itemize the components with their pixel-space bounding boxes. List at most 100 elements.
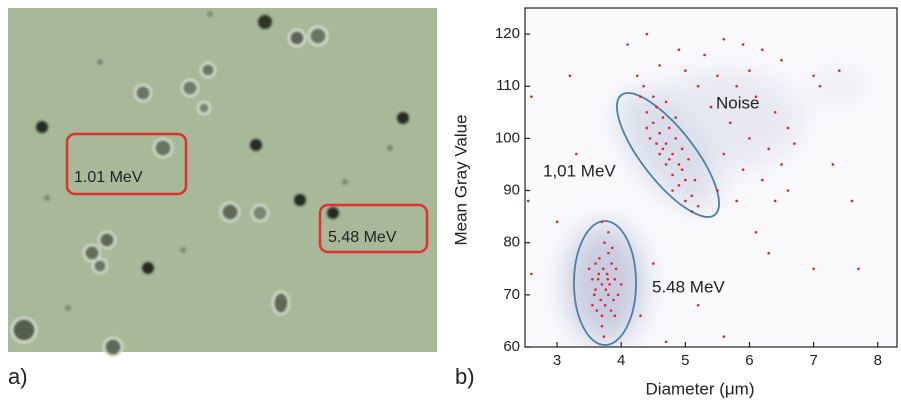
point [602,335,606,338]
point [690,210,694,213]
point [684,199,687,203]
point [668,157,671,161]
x-tick-label: 8 [874,352,882,369]
point [703,53,706,57]
point [671,152,674,156]
point [607,230,610,234]
x-tick-label: 5 [681,352,689,369]
x-axis-label: Diameter (μm) [646,379,755,398]
point [664,142,668,145]
point [741,168,745,171]
point [722,152,726,156]
point [674,137,678,140]
point [677,184,681,187]
point [693,178,697,182]
point [596,277,600,281]
point [761,48,764,52]
annotation: 1,01 MeV [543,161,616,180]
point [651,262,655,265]
point [651,95,655,98]
y-tick-label: 90 [503,182,520,199]
point [741,43,745,46]
point [677,163,681,166]
micrograph-label: 5.48 MeV [328,229,397,246]
point [661,116,665,119]
point [612,298,615,302]
point [722,335,726,338]
point [690,194,694,198]
point [600,324,604,328]
point [773,199,777,203]
point [664,100,668,104]
point [767,251,771,255]
x-tick-label: 7 [809,352,817,369]
point [780,58,783,62]
point [594,262,597,265]
y-axis-label: Mean Gray Value [451,114,470,245]
point [716,189,719,192]
point [658,64,661,67]
point [610,246,614,250]
point [748,69,751,72]
point [598,257,601,260]
panel-label: b) [455,364,475,389]
y-tick-label: 120 [495,25,520,42]
panel-label: a) [8,364,28,389]
point [696,204,700,208]
point [831,163,835,166]
point [773,111,777,114]
point [671,189,674,192]
tracks [11,11,409,357]
scatter-plot: Noise 1,01 MeV 5.48 MeV [524,7,898,348]
y-tick-label: 80 [503,234,520,251]
point [664,340,668,344]
point [735,84,738,88]
point [619,283,623,286]
point [818,84,822,88]
point [648,137,652,140]
point [728,121,732,125]
cluster-ellipse [573,220,637,346]
point [601,267,605,271]
point [754,95,758,98]
point [642,84,645,88]
point [607,293,610,297]
x-tick-label: 6 [745,352,753,369]
y-tick-label: 110 [496,77,520,94]
point [696,303,700,307]
y-tick-label: 60 [503,338,520,355]
point [591,277,594,281]
point [786,126,790,130]
point [555,220,559,224]
micrograph-background [8,8,437,352]
y-tick-label: 70 [503,286,520,303]
point [613,277,617,281]
point [655,142,658,145]
point [605,272,609,276]
point [645,111,649,114]
x-tick-label: 4 [617,352,625,369]
point [680,147,684,151]
micrograph: 1.01 MeV 5.48 MeV [8,8,437,357]
point [684,69,687,72]
point [812,74,815,78]
point [608,283,611,286]
micrograph-label: 1.01 MeV [74,169,143,186]
point [671,173,674,177]
point [609,309,613,312]
points [526,32,860,344]
cluster-ellipse [616,92,720,218]
point [603,303,607,307]
point [591,303,594,307]
point [658,152,661,156]
label-box [318,203,429,254]
point [748,137,751,140]
point [837,69,841,72]
point [604,288,608,291]
point [716,74,719,78]
point [651,121,655,125]
point [680,168,684,171]
y-tick-label: 100 [495,129,520,146]
point [530,272,533,276]
